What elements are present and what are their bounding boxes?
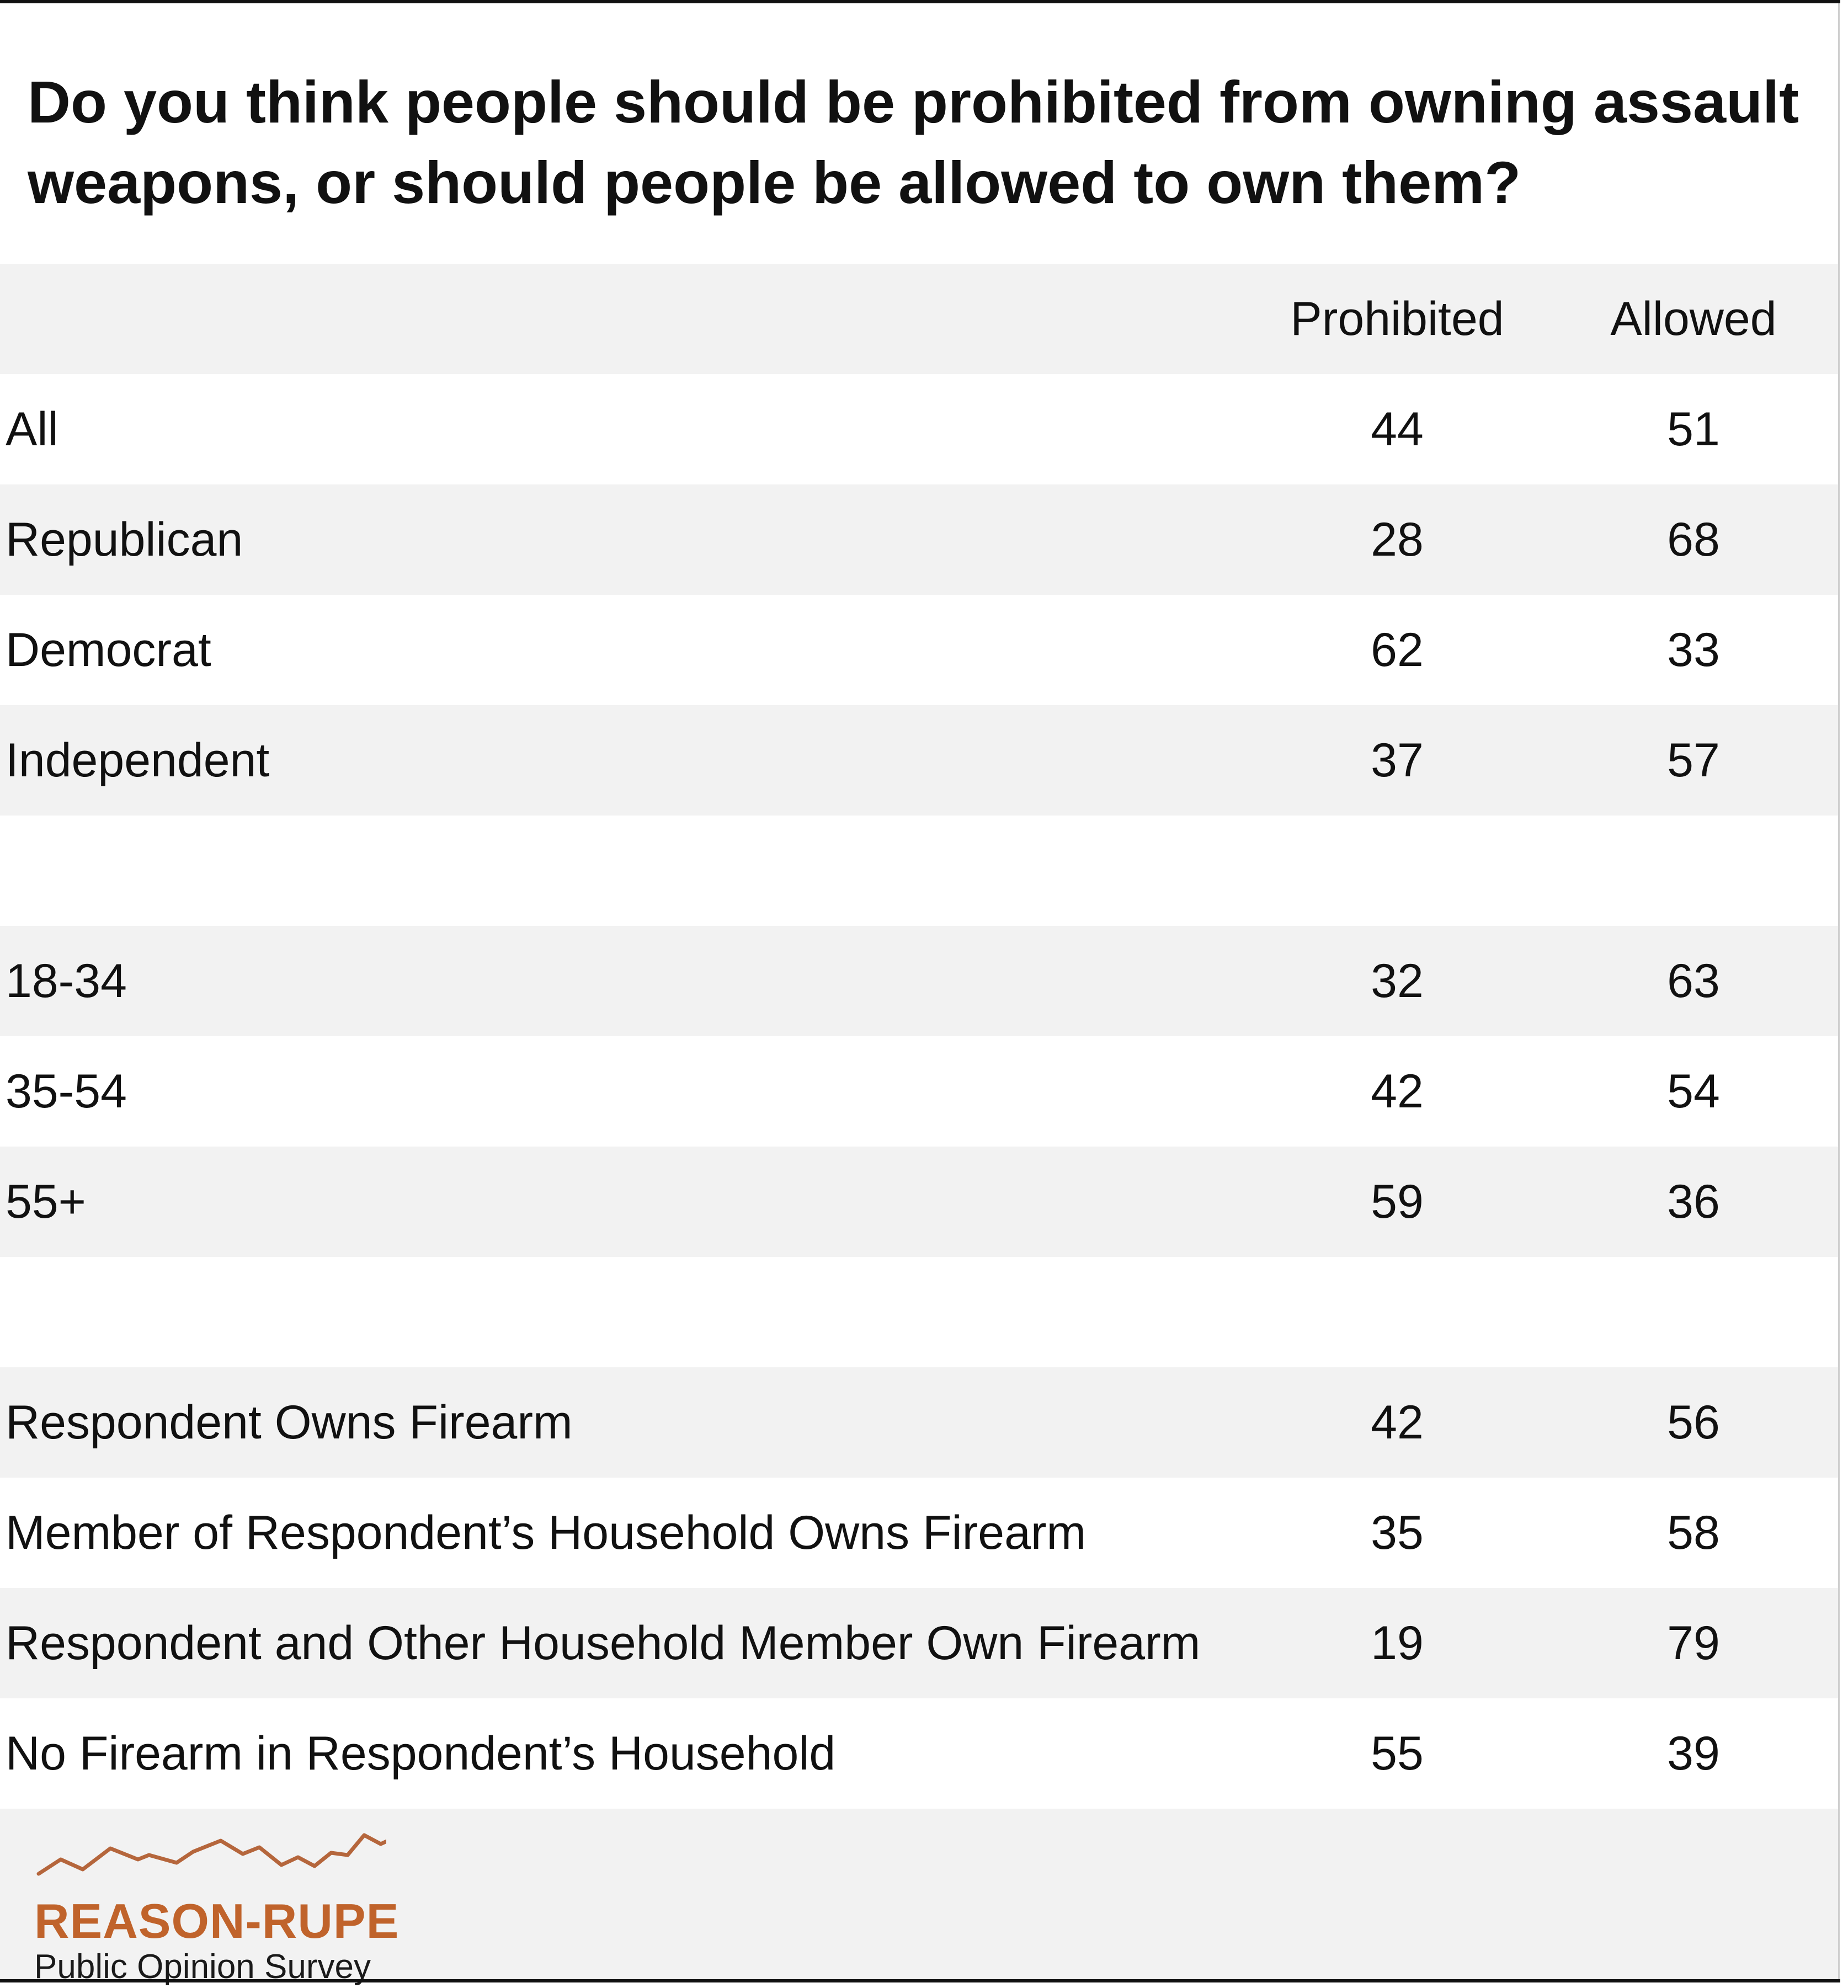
allowed-value: 57 — [1667, 734, 1720, 787]
prohibited-value: 19 — [1371, 1617, 1424, 1670]
allowed-value: 58 — [1667, 1506, 1720, 1559]
table-row: 18-34 32 63 — [0, 926, 1838, 1036]
row-label: Republican — [6, 513, 243, 566]
prohibited-value: 62 — [1371, 623, 1424, 676]
logo-subtitle-text: Public Opinion Survey — [34, 1948, 371, 1986]
allowed-value: 39 — [1667, 1727, 1720, 1780]
prohibited-value: 28 — [1371, 513, 1424, 566]
allowed-value — [1556, 1257, 1831, 1367]
bottom-rule — [0, 1979, 1840, 1982]
prohibited-value: 35 — [1371, 1506, 1424, 1559]
row-label: Member of Respondent’s Household Owns Fi… — [6, 1506, 1087, 1559]
allowed-value: 33 — [1667, 623, 1720, 676]
prohibited-value: 59 — [1371, 1175, 1424, 1228]
prohibited-value: 44 — [1371, 403, 1424, 456]
allowed-value: 51 — [1667, 403, 1720, 456]
logo-brand-text: REASON-RUPE — [34, 1894, 400, 1948]
table-row: Member of Respondent’s Household Owns Fi… — [0, 1478, 1838, 1588]
allowed-value: 36 — [1667, 1175, 1720, 1228]
row-label: No Firearm in Respondent’s Household — [6, 1727, 836, 1780]
table-row: All 44 51 — [0, 374, 1838, 484]
table-row: 35-54 42 54 — [0, 1036, 1838, 1147]
prohibited-value: 37 — [1371, 734, 1424, 787]
table-row: No Firearm in Respondent’s Household 55 39 — [0, 1698, 1838, 1809]
row-label: Democrat — [6, 623, 211, 676]
table-row: Independent 37 57 — [0, 705, 1838, 816]
top-rule — [0, 0, 1840, 3]
table-row: Respondent and Other Household Member Ow… — [0, 1588, 1838, 1698]
allowed-value: 79 — [1667, 1617, 1720, 1670]
prohibited-value: 42 — [1371, 1065, 1424, 1118]
column-header-allowed: Allowed — [1610, 292, 1777, 345]
spacer-row — [0, 816, 1838, 926]
table-row: 55+ 59 36 — [0, 1147, 1838, 1257]
allowed-value — [1556, 816, 1831, 926]
table-row: Democrat 62 33 — [0, 595, 1838, 705]
allowed-value: 56 — [1667, 1396, 1720, 1449]
row-label: Respondent Owns Firearm — [6, 1396, 573, 1449]
allowed-value: 68 — [1667, 513, 1720, 566]
chart-title: Do you think people should be prohibited… — [28, 68, 1799, 216]
prohibited-value: 55 — [1371, 1727, 1424, 1780]
row-label: 55+ — [6, 1175, 86, 1228]
row-label: All — [6, 403, 58, 456]
prohibited-value: 32 — [1371, 955, 1424, 1008]
row-label: 18-34 — [6, 955, 127, 1008]
column-header-prohibited: Prohibited — [1290, 292, 1504, 345]
spacer-row — [0, 1257, 1838, 1367]
results-table: Prohibited Allowed All 44 51 Republican 28 68… — [0, 264, 1838, 1809]
row-label: Respondent and Other Household Member Ow… — [6, 1617, 1201, 1670]
row-label: 35-54 — [6, 1065, 127, 1118]
table-row: Republican 28 68 — [0, 484, 1838, 595]
prohibited-value — [1259, 1257, 1535, 1367]
allowed-value: 63 — [1667, 955, 1720, 1008]
allowed-value: 54 — [1667, 1065, 1720, 1118]
right-rule — [1838, 3, 1840, 1981]
table-row: Respondent Owns Firearm 42 56 — [0, 1367, 1838, 1478]
prohibited-value: 42 — [1371, 1396, 1424, 1449]
prohibited-value — [1259, 816, 1535, 926]
row-label: Independent — [6, 734, 270, 787]
trend-line-icon — [36, 1833, 386, 1876]
footer-logo-area: REASON-RUPE Public Opinion Survey — [0, 1809, 1838, 1985]
header-row: Prohibited Allowed — [0, 264, 1838, 374]
